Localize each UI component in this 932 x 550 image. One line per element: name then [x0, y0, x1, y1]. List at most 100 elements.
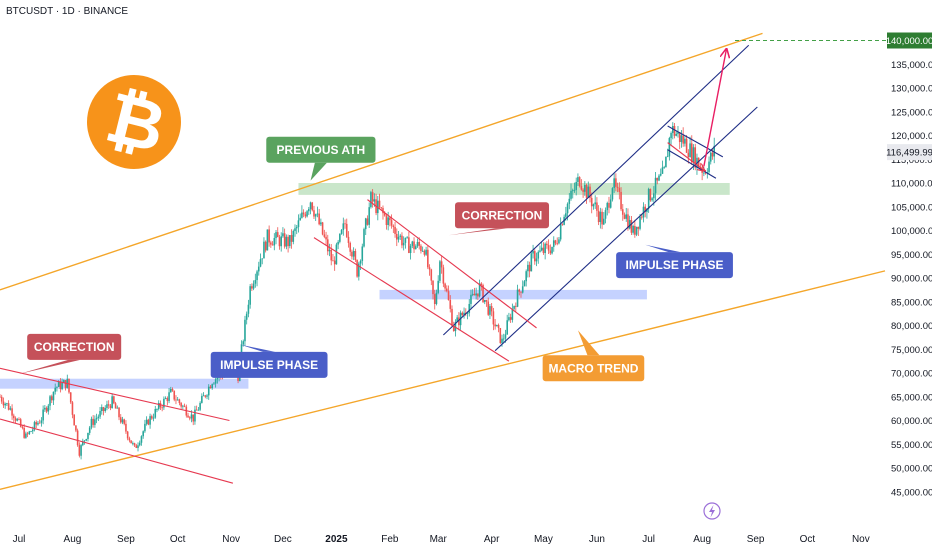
candle [204, 394, 207, 399]
candle [297, 214, 300, 233]
candle [87, 432, 89, 442]
annotation-label[interactable]: PREVIOUS ATH [266, 136, 376, 181]
candle [308, 206, 310, 215]
annotation-label[interactable]: CORRECTION [18, 333, 122, 374]
candle [366, 215, 369, 226]
candle [368, 202, 370, 229]
support-zone-low[interactable] [0, 378, 249, 389]
flag-upper[interactable] [667, 125, 724, 158]
annotation-text: CORRECTION [34, 340, 115, 354]
candle [621, 204, 624, 221]
candle [76, 428, 79, 447]
candle [551, 246, 553, 255]
price-axis-bg[interactable] [886, 0, 932, 550]
candle [663, 165, 665, 169]
previous-ath-zone[interactable] [298, 183, 730, 195]
annotation-text: MACRO TREND [548, 361, 638, 375]
target-price-badge: 140,000.00 [886, 32, 932, 49]
candle [416, 238, 419, 248]
candle [409, 243, 412, 260]
correction-2-lower[interactable] [313, 237, 510, 362]
flag-pullback-arrow[interactable] [667, 142, 704, 171]
candle [130, 440, 132, 444]
annotation-label[interactable]: CORRECTION [448, 202, 550, 236]
candle [45, 406, 48, 414]
candle [278, 234, 281, 250]
candle [154, 405, 157, 419]
candle [214, 377, 217, 388]
correction-2-upper[interactable] [367, 199, 537, 329]
candle [149, 413, 151, 429]
candle [157, 400, 160, 411]
candle [432, 280, 434, 300]
x-tick-label: Jul [13, 534, 26, 545]
candle [570, 183, 572, 201]
annotation-label[interactable]: IMPULSE PHASE [210, 344, 328, 378]
candle [0, 394, 1, 398]
candle [440, 255, 443, 274]
candle [211, 383, 213, 390]
candle [520, 291, 522, 298]
support-zone-mid[interactable] [379, 289, 647, 300]
x-tick-label: Nov [852, 534, 870, 545]
macro-trend-lower[interactable] [0, 270, 886, 491]
candle [406, 236, 408, 239]
candle [251, 283, 253, 291]
candle [19, 417, 22, 428]
candle [26, 431, 29, 438]
candle [661, 160, 664, 174]
candle [653, 186, 655, 206]
annotation-text: IMPULSE PHASE [220, 358, 318, 372]
lightning-icon[interactable] [703, 502, 721, 520]
candle [483, 299, 486, 305]
candle [35, 420, 38, 429]
candle [247, 299, 250, 318]
candle [471, 289, 474, 297]
candle [527, 261, 529, 278]
current-price-badge: 116,499.99 [886, 144, 932, 161]
candle [202, 392, 205, 397]
candle [404, 237, 407, 249]
candle [326, 234, 329, 256]
candle [675, 131, 678, 137]
flag-lower[interactable] [667, 149, 717, 179]
candle [689, 136, 691, 158]
candle [325, 231, 327, 246]
candle [78, 442, 81, 458]
impulse-channel-lower[interactable] [494, 106, 758, 352]
candle [94, 415, 96, 428]
candle [82, 438, 84, 447]
candle [306, 209, 308, 218]
candle [126, 430, 129, 441]
candle [99, 407, 101, 419]
candle [535, 252, 538, 267]
impulse-channel-upper[interactable] [442, 44, 750, 336]
macro-trend-upper[interactable] [0, 32, 763, 291]
candle [102, 406, 105, 416]
candle [156, 408, 158, 413]
candle [459, 310, 462, 330]
candle [468, 299, 471, 317]
candle [616, 182, 619, 193]
candle [609, 194, 612, 209]
candle [447, 285, 450, 301]
candle [587, 181, 590, 198]
candle [287, 234, 289, 253]
candle [118, 406, 120, 421]
correction-1-lower[interactable] [0, 418, 234, 484]
candle [634, 219, 636, 238]
annotation-label[interactable]: MACRO TREND [542, 330, 645, 382]
annotation-label[interactable]: IMPULSE PHASE [616, 244, 733, 279]
x-tick-label: Jul [642, 534, 655, 545]
candle [313, 205, 315, 219]
projection-arrow[interactable] [703, 50, 726, 167]
correction-1-upper[interactable] [0, 367, 230, 422]
candle [61, 378, 63, 391]
candle [21, 425, 24, 430]
candle [187, 412, 189, 418]
candle [620, 187, 622, 212]
candle [618, 182, 621, 200]
candle [132, 441, 134, 446]
y-tick-label: 60,000.00 [891, 416, 932, 427]
